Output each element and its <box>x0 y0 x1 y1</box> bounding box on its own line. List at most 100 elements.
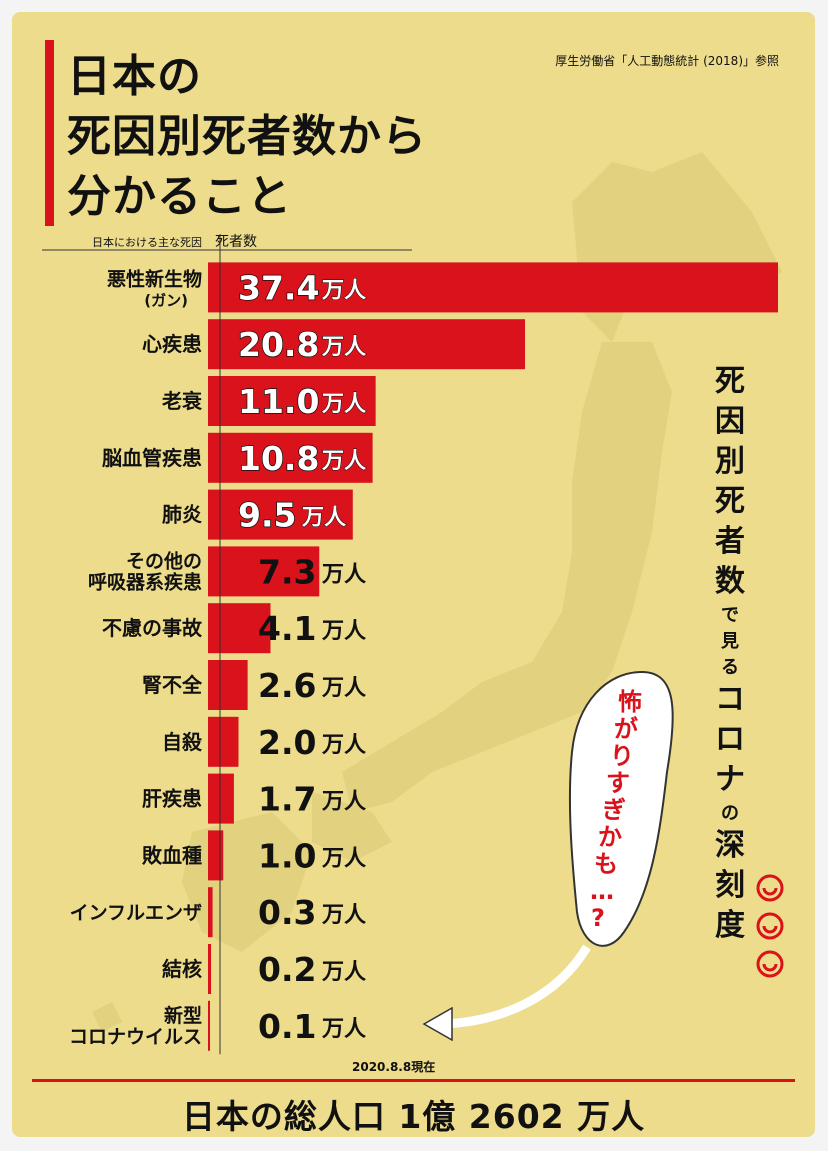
title-line-2: 死因別死者数から <box>67 111 427 162</box>
total-divider <box>32 1079 795 1082</box>
bubble-char: か <box>598 823 622 851</box>
vertical-caption-char: 度 <box>715 908 745 943</box>
category-label: 肺炎 <box>162 503 202 527</box>
vertical-caption-char: ロ <box>715 722 745 757</box>
vertical-caption-char: 数 <box>715 564 745 599</box>
vertical-caption-char: 深 <box>715 828 745 863</box>
category-label: 腎不全 <box>142 673 203 697</box>
vertical-caption-char: 者 <box>715 524 745 559</box>
bar <box>208 660 248 710</box>
value-header: 死者数 <box>215 234 257 250</box>
bubble-char: ? <box>591 904 605 932</box>
category-label: 敗血種 <box>142 843 202 867</box>
unit-label: 万人 <box>321 676 366 701</box>
value-label: 20.8 <box>238 325 319 364</box>
value-label: 1.0 <box>258 836 316 875</box>
unit-label: 万人 <box>321 846 366 871</box>
japan-map-silhouette <box>92 152 782 1032</box>
bar <box>208 887 213 938</box>
value-label: 11.0 <box>238 382 319 421</box>
bar <box>208 773 234 824</box>
category-label: 心疾患 <box>142 332 202 356</box>
unit-label: 万人 <box>321 392 366 417</box>
bubble-char: ぎ <box>602 796 626 824</box>
infographic-poster: 日本の 死因別死者数から 分かること 厚生労働省「人工動態統計 (2018)」参… <box>12 12 815 1137</box>
category-label: 自殺 <box>162 730 203 754</box>
bar <box>208 830 224 881</box>
value-label: 37.4 <box>238 268 319 307</box>
vertical-caption-char: で <box>721 605 739 626</box>
unit-label: 万人 <box>301 506 346 531</box>
vertical-caption-char: 刻 <box>715 868 745 903</box>
bar <box>208 262 778 313</box>
unit-label: 万人 <box>321 619 366 644</box>
spiral-icon <box>756 912 784 940</box>
spiral-decorations <box>756 874 784 978</box>
category-label: 新型コロナウイルス <box>69 1004 202 1048</box>
value-label: 4.1 <box>258 609 316 648</box>
value-label: 10.8 <box>238 439 319 478</box>
value-label: 0.2 <box>258 950 316 989</box>
value-label: 0.3 <box>258 893 316 932</box>
value-label: 1.7 <box>258 780 316 819</box>
bar <box>208 546 320 597</box>
bar <box>208 603 271 654</box>
vertical-caption-char: る <box>721 657 739 678</box>
bubble-char: す <box>606 769 630 797</box>
vertical-caption-char: ナ <box>715 762 745 797</box>
value-label: 9.5 <box>238 496 296 535</box>
bar <box>208 489 353 540</box>
category-label: その他の呼吸器系疾患 <box>88 549 202 593</box>
date-note: 2020.8.8現在 <box>352 1060 436 1074</box>
bubble-char: り <box>610 742 634 770</box>
bubble-char: 怖 <box>618 688 642 716</box>
value-label: 2.0 <box>258 723 316 762</box>
unit-label: 万人 <box>321 562 366 587</box>
unit-label: 万人 <box>321 790 366 815</box>
spiral-icon <box>756 950 784 978</box>
vertical-caption: 死因別死者数で見るコロナの深刻度 <box>700 367 760 951</box>
vertical-caption-char: の <box>721 803 739 824</box>
unit-label: 万人 <box>321 960 366 985</box>
category-label: 悪性新生物(ガン) <box>107 267 202 309</box>
category-label: 老衰 <box>162 389 203 413</box>
category-header: 日本における主な死因 <box>92 235 202 249</box>
title-line-1: 日本の <box>67 51 202 102</box>
value-label: 2.6 <box>258 666 316 705</box>
bar <box>208 944 212 994</box>
bubble-char: が <box>614 715 638 743</box>
spiral-icon <box>756 874 784 902</box>
bar <box>208 432 373 483</box>
bubble-arrow-head <box>422 1006 453 1042</box>
category-label: 肝疾患 <box>142 787 202 811</box>
category-label: 脳血管疾患 <box>101 446 202 470</box>
bubble-arrow-line <box>441 944 591 1029</box>
unit-label: 万人 <box>321 449 366 474</box>
total-population: 日本の総人口 1億 2602 万人 <box>181 1097 646 1136</box>
bar <box>208 1000 210 1051</box>
bubble-char: … <box>590 877 614 905</box>
bar <box>208 716 239 767</box>
vertical-caption-char: 死 <box>715 364 745 399</box>
category-label: 不慮の事故 <box>102 616 203 640</box>
unit-label: 万人 <box>321 335 366 360</box>
bar <box>208 376 376 426</box>
vertical-caption-char: 別 <box>715 444 745 479</box>
unit-label: 万人 <box>321 733 366 758</box>
vertical-caption-char: 見 <box>721 631 739 652</box>
bubble-shape <box>568 670 674 947</box>
vertical-caption-char: 死 <box>715 484 745 519</box>
bar <box>208 319 526 370</box>
value-label: 0.1 <box>258 1007 316 1046</box>
vertical-caption-char: コ <box>715 682 745 717</box>
unit-label: 万人 <box>321 278 366 303</box>
unit-label: 万人 <box>321 903 366 928</box>
title-line-3: 分かること <box>67 171 292 222</box>
category-label: インフルエンザ <box>70 902 202 924</box>
title-accent-bar <box>45 40 54 226</box>
vertical-caption-char: 因 <box>715 404 745 439</box>
bubble-char: も <box>594 850 618 878</box>
source-note: 厚生労働省「人工動態統計 (2018)」参照 <box>555 54 779 68</box>
